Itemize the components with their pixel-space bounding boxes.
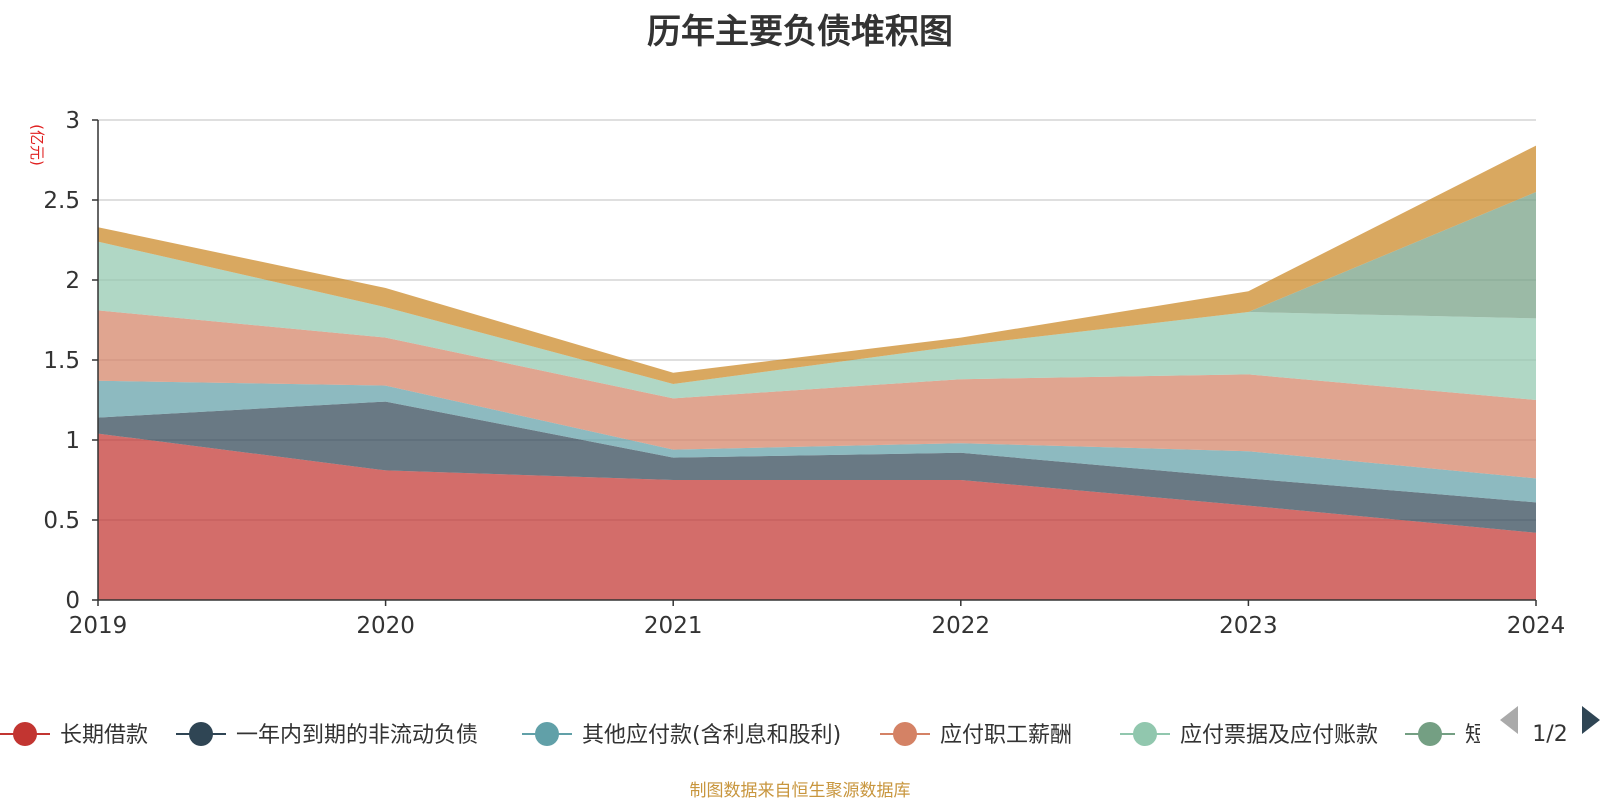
y-tick-label: 1.5 <box>43 348 80 374</box>
chart-title: 历年主要负债堆积图 <box>647 12 953 52</box>
legend-label[interactable]: 长期借款 <box>60 723 148 748</box>
prev-page-icon[interactable] <box>1500 706 1518 734</box>
area-series-1[interactable] <box>98 433 1536 600</box>
x-tick-label: 2022 <box>932 613 991 639</box>
y-tick-label: 2 <box>65 268 80 294</box>
x-ticks: 2019 2020 2021 2022 2023 2024 <box>69 600 1566 639</box>
area-series-5[interactable] <box>98 241 1536 400</box>
legend-label[interactable]: 应付票据及应付账款 <box>1180 723 1378 748</box>
legend-marker[interactable] <box>13 722 37 746</box>
area-layers <box>98 145 1536 600</box>
x-tick-label: 2021 <box>644 613 703 639</box>
data-source-note: 制图数据来自恒生聚源数据库 <box>689 781 911 801</box>
area-series-3[interactable] <box>98 380 1536 503</box>
area-series-4[interactable] <box>98 310 1536 479</box>
page-indicator: 1/2 <box>1532 722 1567 747</box>
legend-pager: 1/2 <box>1500 706 1600 747</box>
x-tick-label: 2020 <box>356 613 415 639</box>
next-page-icon[interactable] <box>1582 706 1600 734</box>
legend-label[interactable]: 应付职工薪酬 <box>940 723 1072 748</box>
y-tick-label: 0 <box>65 588 80 614</box>
y-ticks: 0 0.5 1 1.5 2 2.5 3 <box>43 108 98 614</box>
legend-marker[interactable] <box>1418 722 1442 746</box>
legend-marker[interactable] <box>893 722 917 746</box>
y-tick-label: 0.5 <box>43 508 80 534</box>
y-tick-label: 1 <box>65 428 80 454</box>
legend: 长期借款 一年内到期的非流动负债 其他应付款(含利息和股利) 应付职工薪酬 应付票据及应… <box>0 722 1553 748</box>
legend-label[interactable]: 短期借款 <box>1465 723 1553 748</box>
legend-label[interactable]: 一年内到期的非流动负债 <box>236 723 478 748</box>
legend-label[interactable]: 其他应付款(含利息和股利) <box>582 723 841 748</box>
legend-marker[interactable] <box>1133 722 1157 746</box>
x-tick-label: 2023 <box>1219 613 1278 639</box>
legend-marker[interactable] <box>535 722 559 746</box>
legend-marker[interactable] <box>189 722 213 746</box>
x-tick-label: 2024 <box>1507 613 1566 639</box>
y-tick-label: 3 <box>65 108 80 134</box>
area-series-7[interactable] <box>98 145 1536 384</box>
y-tick-label: 2.5 <box>43 188 80 214</box>
y-axis-label: (亿元) <box>28 124 46 166</box>
x-tick-label: 2019 <box>69 613 128 639</box>
area-series-2[interactable] <box>98 401 1536 533</box>
